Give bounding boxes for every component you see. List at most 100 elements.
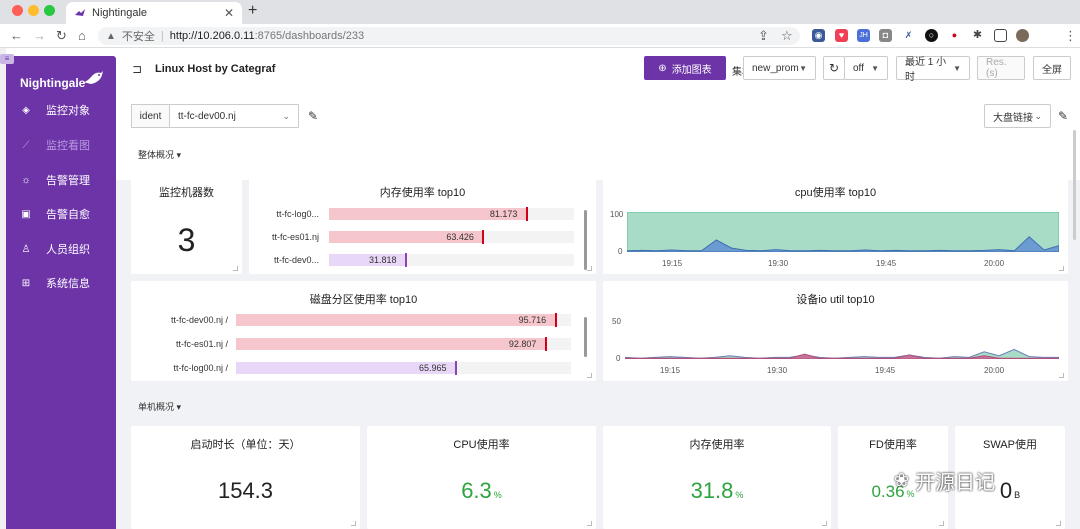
resize-handle-icon[interactable] bbox=[822, 521, 827, 526]
panel-title: 内存使用率 bbox=[689, 439, 745, 451]
stat-unit: % bbox=[735, 490, 744, 500]
panel-uptime: 启动时长（单位：天） 154.3 bbox=[131, 426, 360, 529]
bar-row: tt-fc-es01.nj / 92.807 bbox=[131, 337, 596, 352]
sidebar-item-self-healing[interactable]: ▣ 告警自愈 bbox=[6, 203, 116, 225]
resolution-placeholder: Res. (s) bbox=[986, 57, 1007, 79]
share-icon[interactable]: ⇪ bbox=[758, 28, 769, 43]
bar-label: tt-fc-dev00.nj / bbox=[170, 315, 228, 325]
bar-end-marker bbox=[554, 313, 557, 327]
stat-number: 31.8 bbox=[690, 478, 734, 503]
resize-handle-icon[interactable] bbox=[587, 373, 592, 378]
cluster-select[interactable]: new_prom ▼ bbox=[743, 56, 816, 80]
terminal-icon: ▣ bbox=[21, 208, 31, 220]
extensions-puzzle-icon[interactable]: ✱ bbox=[971, 29, 984, 42]
cpu-usage-value: 6.3% bbox=[367, 478, 596, 504]
window-close-button[interactable] bbox=[12, 5, 23, 16]
resize-handle-icon[interactable] bbox=[233, 266, 238, 271]
panel-title: FD使用率 bbox=[869, 439, 917, 451]
cpu-area-chart bbox=[627, 212, 1059, 252]
extension-3-icon[interactable]: JH bbox=[857, 29, 870, 42]
bar-end-marker bbox=[454, 361, 457, 375]
window-minimize-button[interactable] bbox=[28, 5, 39, 16]
chevron-down-icon: ▼ bbox=[799, 63, 807, 73]
sidebar-item-dashboards[interactable]: ⟋ 监控看图 bbox=[6, 134, 116, 156]
bar-fill bbox=[329, 208, 528, 220]
panel-host-count: 监控机器数 3 bbox=[131, 174, 242, 274]
browser-menu-icon[interactable]: ⋮ bbox=[1064, 28, 1077, 43]
resize-handle-icon[interactable] bbox=[587, 521, 592, 526]
series-area-tt-fc-dev00.nj bbox=[627, 236, 1059, 252]
camera-icon[interactable]: ◘ bbox=[879, 29, 892, 42]
group-title-overview[interactable]: 整体概况 ▾ bbox=[138, 150, 182, 160]
group-title-single[interactable]: 单机概况 ▾ bbox=[138, 402, 182, 412]
resize-handle-icon[interactable] bbox=[587, 266, 592, 271]
new-tab-icon[interactable]: + bbox=[248, 2, 258, 19]
scrollbar[interactable] bbox=[584, 317, 587, 357]
cluster-value: new_prom bbox=[752, 62, 799, 74]
x-tick: 19:15 bbox=[660, 366, 681, 375]
tab-close-icon[interactable]: ✕ bbox=[223, 6, 234, 20]
sidebar-item-system[interactable]: ⊞ 系统信息 bbox=[6, 272, 116, 294]
resolution-input[interactable]: Res. (s) bbox=[977, 56, 1025, 80]
stat-unit: % bbox=[906, 489, 915, 499]
extension-5-icon[interactable]: ✗ bbox=[902, 29, 915, 42]
sidebar-item-targets[interactable]: ◈ 监控对象 bbox=[6, 99, 116, 121]
bell-icon: ☼ bbox=[21, 174, 31, 186]
app-sidebar: Nightingale ◈ 监控对象 ⟋ 监控看图 ☼ 告警管理 ▣ 告警自愈 … bbox=[6, 56, 116, 529]
url-host: http://10.206.0.11 bbox=[169, 30, 255, 42]
y-tick: 0 bbox=[616, 354, 621, 363]
resize-handle-icon[interactable] bbox=[1056, 521, 1061, 526]
add-chart-button[interactable]: ⊕ 添加图表 bbox=[644, 56, 726, 80]
window-zoom-button[interactable] bbox=[44, 5, 55, 16]
x-tick: 19:30 bbox=[767, 366, 788, 375]
pocket-icon[interactable]: ♥ bbox=[835, 29, 848, 42]
y-tick: 0 bbox=[618, 247, 623, 256]
bar-end-marker bbox=[482, 230, 485, 244]
bar-value: 95.716 bbox=[518, 315, 547, 325]
bookmark-star-icon[interactable]: ☆ bbox=[781, 28, 793, 43]
extension-7-icon[interactable]: ● bbox=[948, 29, 961, 42]
extension-6-icon[interactable]: ○ bbox=[925, 29, 938, 42]
resize-handle-icon[interactable] bbox=[939, 521, 944, 526]
fullscreen-button[interactable]: 全屏 bbox=[1033, 56, 1071, 80]
edit-variables-icon[interactable]: ✎ bbox=[308, 109, 319, 123]
big-screen-link-select[interactable]: 大盘链接 ⌄ bbox=[984, 104, 1051, 128]
panel-title: SWAP使用 bbox=[983, 439, 1037, 451]
resize-handle-icon[interactable] bbox=[1059, 266, 1064, 271]
group-title-label: 单机概况 bbox=[138, 402, 175, 412]
back-icon[interactable]: ← bbox=[10, 28, 23, 43]
resize-handle-icon[interactable] bbox=[1059, 373, 1064, 378]
browser-tab[interactable]: Nightingale ✕ bbox=[66, 2, 242, 24]
warning-icon: ▲ bbox=[106, 30, 116, 42]
dashboard-back-icon[interactable]: ⊐ bbox=[132, 62, 143, 76]
sidebar-item-label: 监控对象 bbox=[46, 105, 90, 117]
ident-select[interactable]: tt-fc-dev00.nj ⌄ bbox=[169, 104, 299, 128]
scrollbar[interactable] bbox=[584, 210, 587, 270]
url-input[interactable]: ▲ 不安全 | http://10.206.0.11 :8765/dashboa… bbox=[98, 27, 800, 45]
time-range-select[interactable]: 最近 1 小时 ▼ bbox=[896, 56, 970, 83]
forward-icon[interactable]: → bbox=[33, 28, 46, 43]
resize-handle-icon[interactable] bbox=[351, 521, 356, 526]
wechat-icon: ❀ bbox=[894, 470, 910, 490]
sidebar-toggle-icon[interactable]: ≡ bbox=[0, 54, 14, 64]
user-icon: ♙ bbox=[21, 243, 31, 255]
app-logo-text: Nightingale bbox=[20, 76, 86, 90]
bar-fill bbox=[329, 254, 407, 266]
edit-links-icon[interactable]: ✎ bbox=[1058, 109, 1069, 123]
sidebar-item-alerts[interactable]: ☼ 告警管理 bbox=[6, 169, 116, 191]
sidebar-item-people[interactable]: ♙ 人员组织 bbox=[6, 238, 116, 260]
profile-avatar[interactable] bbox=[1016, 29, 1029, 42]
stat-number: 0.36 bbox=[871, 482, 905, 501]
big-screen-link-label: 大盘链接 bbox=[993, 112, 1033, 124]
page-scrollbar[interactable] bbox=[1073, 130, 1076, 240]
grid-icon: ⊞ bbox=[21, 277, 31, 289]
reload-icon[interactable]: ↻ bbox=[56, 28, 67, 43]
refresh-button[interactable]: ↻ bbox=[823, 56, 845, 80]
sidepanel-icon[interactable] bbox=[994, 29, 1007, 42]
variable-filter-bar: ident tt-fc-dev00.nj ⌄ ✎ 大盘链接 ⌄ ✎ 整体概况 ▾ bbox=[116, 90, 1080, 180]
home-icon[interactable]: ⌂ bbox=[78, 28, 86, 43]
auto-refresh-select[interactable]: off ▼ bbox=[844, 56, 888, 80]
extension-1-icon[interactable]: ◉ bbox=[812, 29, 825, 42]
refresh-icon: ↻ bbox=[828, 61, 840, 75]
